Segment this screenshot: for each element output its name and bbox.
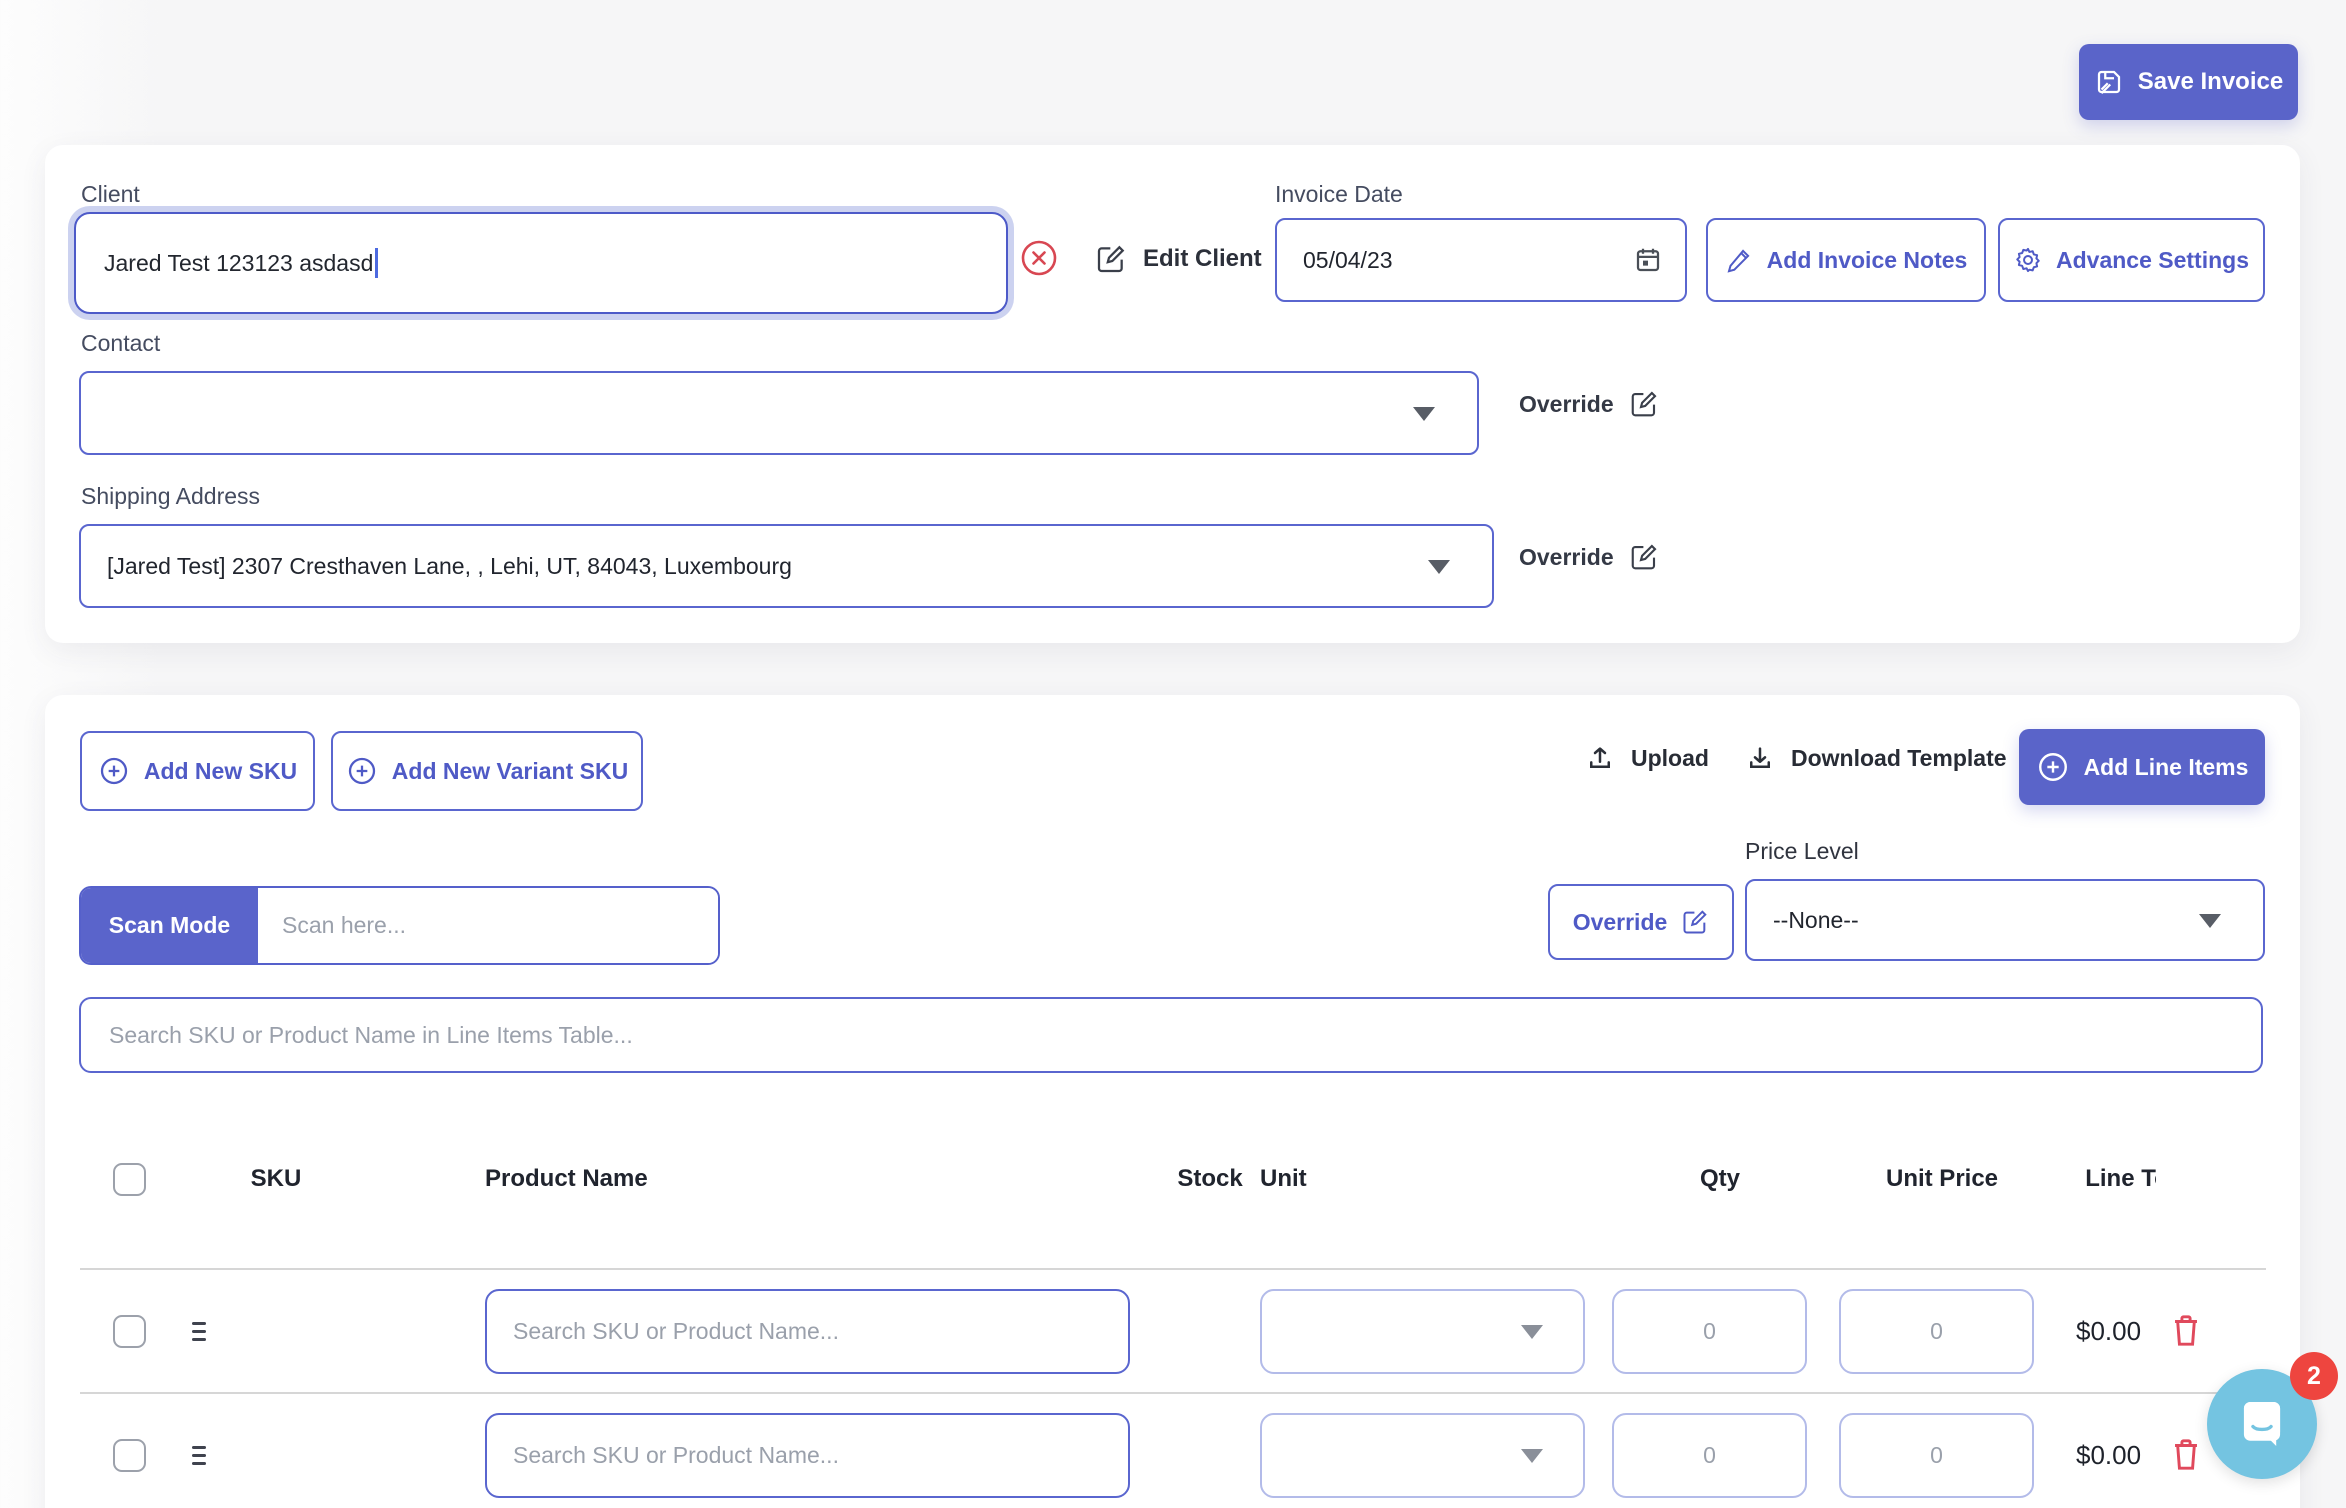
row-checkbox[interactable] [113, 1438, 146, 1472]
pencil-icon [1725, 246, 1753, 274]
contact-override-button[interactable]: Override [1519, 389, 1659, 419]
scan-group: Scan Mode [79, 886, 720, 965]
upload-button[interactable]: Upload [1585, 743, 1709, 773]
client-card: Client Jared Test 123123 asdasd Edit Cli… [45, 145, 2300, 643]
client-value: Jared Test 123123 asdasd [104, 249, 374, 276]
row-product-search-input[interactable] [485, 1288, 1130, 1374]
add-new-variant-sku-button[interactable]: Add New Variant SKU [331, 731, 643, 811]
edit-icon [1629, 542, 1659, 572]
row-qty-input[interactable] [1612, 1288, 1807, 1374]
edit-icon [1681, 908, 1709, 936]
row-unit-select[interactable] [1260, 1412, 1585, 1498]
price-override-button[interactable]: Override [1548, 884, 1734, 960]
shipping-override-button[interactable]: Override [1519, 542, 1659, 572]
shipping-address-label: Shipping Address [81, 483, 261, 509]
add-invoice-notes-label: Add Invoice Notes [1766, 246, 1968, 273]
price-level-value: --None-- [1773, 906, 1859, 933]
client-input[interactable]: Jared Test 123123 asdasd [74, 212, 1008, 314]
row-qty-input[interactable] [1612, 1412, 1807, 1498]
contact-select[interactable] [79, 371, 1479, 455]
row-unit-price-input[interactable] [1839, 1412, 2034, 1498]
save-invoice-label: Save Invoice [2137, 68, 2284, 95]
upload-icon [1585, 743, 1615, 773]
download-template-label: Download Template [1791, 744, 2007, 771]
line-items-table: SKU Product Name Stock Unit Qty Unit Pri… [80, 1090, 2266, 1508]
plus-circle-icon [98, 755, 130, 787]
price-level-label: Price Level [1745, 838, 1859, 864]
header-line-total: Line Total [2085, 1165, 2156, 1192]
client-label: Client [81, 181, 140, 207]
drag-handle-icon[interactable] [192, 1317, 206, 1346]
chevron-down-icon [1521, 1449, 1543, 1463]
row-checkbox[interactable] [113, 1314, 146, 1348]
chevron-down-icon [1428, 560, 1450, 574]
scan-mode-label: Scan Mode [108, 912, 231, 938]
invoice-date-label: Invoice Date [1275, 181, 1403, 207]
header-stock: Stock [1177, 1165, 1243, 1192]
plus-circle-icon [2036, 750, 2070, 784]
upload-label: Upload [1631, 744, 1709, 771]
unread-badge: 2 [2290, 1352, 2338, 1400]
calendar-icon[interactable] [1633, 245, 1663, 275]
price-level-select[interactable]: --None-- [1745, 879, 2265, 961]
text-cursor [375, 248, 379, 278]
shipping-address-value: [Jared Test] 2307 Cresthaven Lane, , Leh… [107, 552, 792, 579]
edit-icon [1095, 243, 1127, 275]
override-label: Override [1519, 390, 1614, 417]
edit-client-label: Edit Client [1143, 245, 1262, 272]
header-sku: SKU [250, 1165, 302, 1192]
plus-circle-icon [346, 755, 378, 787]
chat-icon [2231, 1393, 2293, 1455]
drag-handle-icon[interactable] [192, 1441, 206, 1470]
add-new-sku-button[interactable]: Add New SKU [80, 731, 315, 811]
header-product-name: Product Name [485, 1165, 648, 1192]
header-qty: Qty [1699, 1165, 1740, 1192]
line-items-card: Add New SKU Add New Variant SKU Upload D… [45, 695, 2300, 1508]
save-invoice-button[interactable]: Save Invoice [2079, 44, 2298, 120]
chevron-down-icon [1413, 407, 1435, 421]
header-unit-price: Unit Price [1885, 1165, 1999, 1192]
advance-settings-label: Advance Settings [2056, 246, 2249, 273]
chevron-down-icon [1521, 1325, 1543, 1339]
add-new-variant-sku-label: Add New Variant SKU [391, 757, 629, 784]
invoice-date-input[interactable]: 05/04/23 [1275, 218, 1687, 302]
unread-count: 2 [2307, 1361, 2321, 1390]
row-unit-price-input[interactable] [1839, 1288, 2034, 1374]
shipping-address-select[interactable]: [Jared Test] 2307 Cresthaven Lane, , Leh… [79, 524, 1494, 608]
select-all-checkbox[interactable] [113, 1162, 146, 1196]
add-invoice-notes-button[interactable]: Add Invoice Notes [1706, 218, 1986, 302]
download-template-button[interactable]: Download Template [1745, 743, 2007, 773]
row-line-total: $0.00 [2076, 1439, 2142, 1470]
line-items-search-input[interactable] [79, 997, 2263, 1073]
add-new-sku-label: Add New SKU [143, 757, 298, 784]
trash-icon[interactable] [2168, 1312, 2204, 1350]
scan-mode-toggle[interactable]: Scan Mode [81, 888, 258, 963]
add-line-items-label: Add Line Items [2083, 753, 2249, 780]
row-product-search-input[interactable] [485, 1412, 1130, 1498]
scan-input[interactable] [258, 888, 718, 963]
row-line-total: $0.00 [2076, 1315, 2142, 1346]
download-icon [1745, 743, 1775, 773]
edit-icon [1629, 389, 1659, 419]
save-icon [2094, 67, 2124, 97]
edit-client-button[interactable]: Edit Client [1095, 243, 1262, 275]
gear-icon [2014, 246, 2042, 274]
table-header-row: SKU Product Name Stock Unit Qty Unit Pri… [80, 1090, 2266, 1268]
advance-settings-button[interactable]: Advance Settings [1998, 218, 2265, 302]
override-label: Override [1519, 543, 1614, 570]
table-row: $0.00 [80, 1392, 2266, 1508]
header-unit: Unit [1260, 1165, 1307, 1192]
chevron-down-icon [2199, 914, 2221, 928]
table-row: $0.00 [80, 1268, 2266, 1392]
override-label: Override [1572, 908, 1668, 935]
clear-client-icon[interactable] [1020, 239, 1058, 277]
contact-label: Contact [81, 330, 161, 356]
row-unit-select[interactable] [1260, 1288, 1585, 1374]
add-line-items-button[interactable]: Add Line Items [2019, 729, 2265, 805]
invoice-date-value: 05/04/23 [1303, 246, 1393, 273]
trash-icon[interactable] [2168, 1436, 2204, 1474]
